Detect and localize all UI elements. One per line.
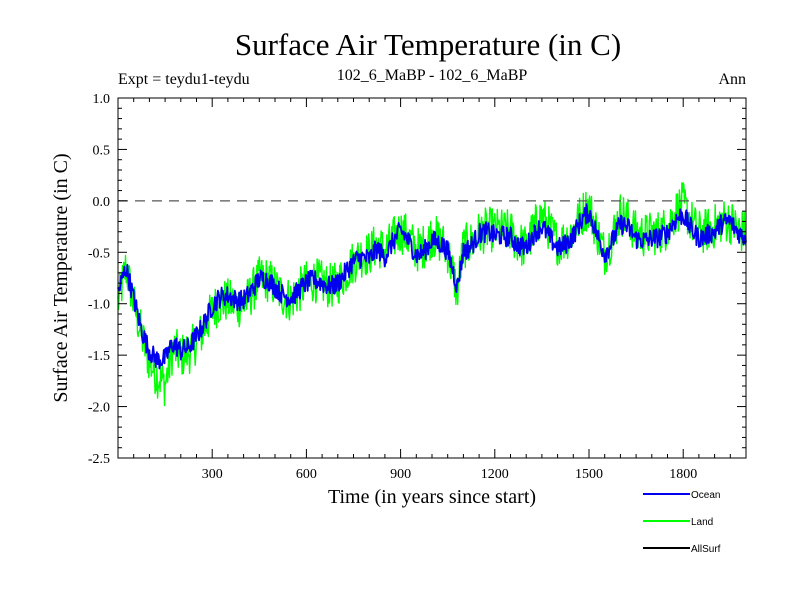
series-layer [117, 182, 747, 407]
x-axis-label: Time (in years since start) [328, 486, 536, 508]
legend-label-allsurf: AllSurf [691, 544, 721, 555]
y-tick-label: -1.5 [88, 349, 110, 364]
x-tick-label: 600 [296, 467, 317, 482]
x-tick-label: 300 [202, 467, 223, 482]
legend-label-land: Land [691, 517, 713, 528]
y-axis-label: Surface Air Temperature (in C) [50, 153, 72, 402]
land-series-line [117, 182, 747, 407]
period-label: 102_6_MaBP - 102_6_MaBP [337, 67, 528, 84]
x-tick-label: 1200 [481, 467, 509, 482]
y-tick-label: -2.0 [88, 401, 110, 416]
y-tick-label: 0.5 [93, 143, 111, 158]
legend: Ocean Land AllSurf [643, 490, 721, 555]
y-tick-label: -2.5 [88, 452, 110, 467]
y-tick-label: 1.0 [93, 92, 111, 107]
x-tick-label: 900 [390, 467, 411, 482]
x-tick-label: 1800 [669, 467, 697, 482]
chart-title: Surface Air Temperature (in C) [235, 27, 621, 62]
experiment-label: Expt = teydu1-teydu [118, 71, 250, 88]
season-label: Ann [718, 71, 746, 88]
legend-label-ocean: Ocean [691, 490, 720, 501]
plot-frame [117, 97, 747, 459]
y-tick-label: 0.0 [93, 195, 111, 210]
axis-ticks: 300 600 900 1200 1500 1800 1.0 0.5 0.0 -0.5 -1.0 -1… [88, 92, 746, 482]
y-tick-label: -0.5 [88, 246, 110, 261]
x-tick-label: 1500 [575, 467, 603, 482]
ocean-series-line [117, 203, 747, 370]
y-tick-label: -1.0 [88, 298, 110, 313]
